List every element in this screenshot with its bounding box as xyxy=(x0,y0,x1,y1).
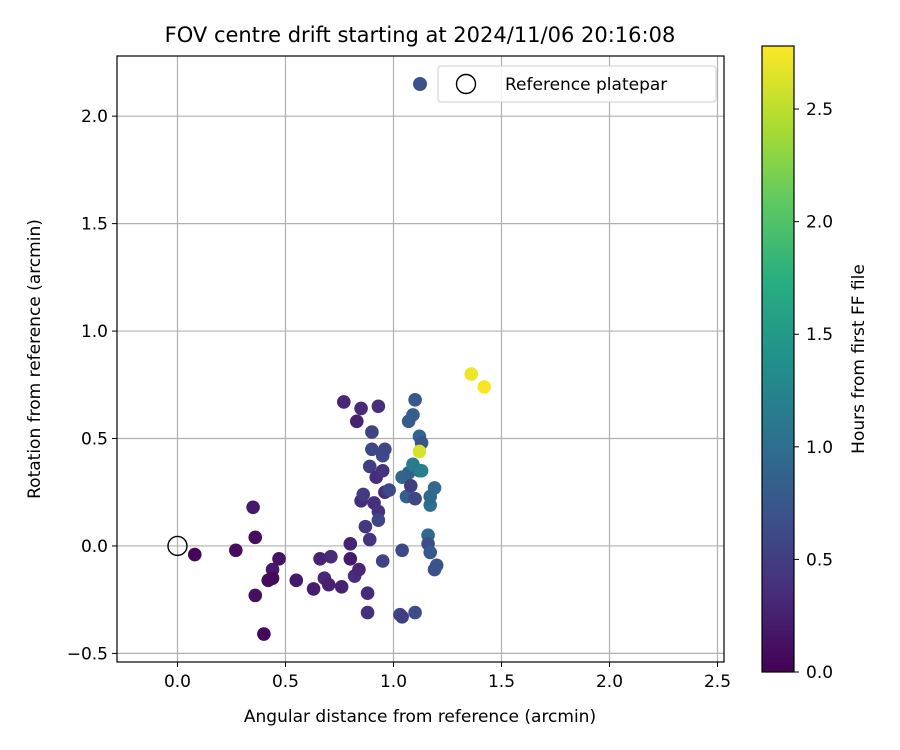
colorbar-gradient xyxy=(761,45,795,673)
colorbar-tick-label: 0.5 xyxy=(806,550,833,570)
data-point xyxy=(371,399,386,414)
x-tick-label: 2.0 xyxy=(596,672,623,692)
colorbar-tick-label: 2.0 xyxy=(806,213,833,233)
data-point xyxy=(289,573,304,588)
y-tick-label: 0.0 xyxy=(81,537,108,557)
data-point xyxy=(365,425,379,439)
data-point xyxy=(406,408,420,422)
data-point xyxy=(248,588,263,603)
data-point xyxy=(343,537,358,551)
legend: Reference platepar xyxy=(413,65,717,103)
chart-title: FOV centre drift starting at 2024/11/06 … xyxy=(165,23,676,47)
data-point xyxy=(352,562,366,577)
data-point xyxy=(365,442,379,457)
y-tick-label: −0.5 xyxy=(67,644,108,664)
data-point xyxy=(371,513,386,527)
grid-lines xyxy=(117,56,724,662)
data-point xyxy=(337,395,351,409)
data-point xyxy=(265,571,280,585)
x-tick-label: 1.5 xyxy=(488,672,515,692)
colorbar-label: Hours from first FF file xyxy=(849,264,869,454)
y-axis-label: Rotation from reference (arcmin) xyxy=(25,219,45,499)
data-point xyxy=(408,393,422,407)
data-point xyxy=(354,401,368,416)
x-tick-label: 1.0 xyxy=(380,672,407,692)
colorbar-tick-label: 1.5 xyxy=(806,325,833,345)
data-point xyxy=(378,442,392,457)
colorbar-tick-label: 1.0 xyxy=(806,438,833,458)
data-point xyxy=(429,558,444,573)
data-point xyxy=(427,481,442,495)
data-point xyxy=(412,444,427,459)
data-point xyxy=(306,582,321,596)
legend-box xyxy=(437,65,717,103)
data-point xyxy=(362,532,377,547)
plot-frame xyxy=(116,55,725,663)
legend-point-marker xyxy=(413,77,427,91)
reference-marker-layer xyxy=(167,535,188,557)
data-point xyxy=(187,547,202,562)
data-point xyxy=(375,463,390,478)
data-point xyxy=(248,530,263,545)
colorbar-ticks: 0.0 0.5 1.0 1.5 2.0 2.5 xyxy=(794,100,833,683)
data-point xyxy=(408,605,422,620)
legend-reference-marker xyxy=(455,73,477,95)
x-tick-label: 0.5 xyxy=(272,672,299,692)
data-point xyxy=(414,463,429,478)
data-point xyxy=(324,549,338,564)
data-point xyxy=(257,627,271,641)
data-point xyxy=(362,459,377,474)
data-point xyxy=(403,478,418,493)
data-point xyxy=(313,552,327,566)
legend-reference-label: Reference platepar xyxy=(505,75,667,95)
data-point xyxy=(360,605,375,620)
data-point xyxy=(408,491,422,506)
data-point xyxy=(382,483,396,497)
colorbar-tick-label: 0.0 xyxy=(806,663,833,683)
data-point xyxy=(343,552,358,566)
data-point xyxy=(334,579,349,594)
x-tick-label: 0.0 xyxy=(164,672,191,692)
data-point xyxy=(375,554,390,568)
y-tick-label: 1.5 xyxy=(81,215,108,235)
colorbar-tick-label: 2.5 xyxy=(806,100,833,120)
data-point xyxy=(423,545,438,560)
data-points xyxy=(187,367,492,641)
y-tick-label: 0.5 xyxy=(81,430,108,450)
y-tick-label: 2.0 xyxy=(81,107,108,127)
data-point xyxy=(464,367,479,381)
data-point xyxy=(358,519,373,534)
data-point xyxy=(349,414,364,429)
data-point xyxy=(321,577,336,592)
data-point xyxy=(246,500,260,515)
x-tick-label: 2.5 xyxy=(704,672,731,692)
data-point xyxy=(477,380,492,394)
reference-platepar-marker xyxy=(167,535,188,557)
y-axis-ticks: −0.5 0.0 0.5 1.0 1.5 2.0 xyxy=(67,107,117,664)
data-point xyxy=(395,543,409,558)
data-point xyxy=(395,610,409,624)
x-axis-label: Angular distance from reference (arcmin) xyxy=(244,707,596,727)
y-tick-label: 1.0 xyxy=(81,322,108,342)
data-point xyxy=(360,586,375,601)
colorbar: 0.0 0.5 1.0 1.5 2.0 2.5 Hours from first FF f… xyxy=(761,45,869,683)
data-point xyxy=(356,487,371,502)
x-axis-ticks: 0.0 0.5 1.0 1.5 2.0 2.5 xyxy=(164,662,731,692)
data-point xyxy=(229,543,243,558)
data-point xyxy=(272,552,286,566)
